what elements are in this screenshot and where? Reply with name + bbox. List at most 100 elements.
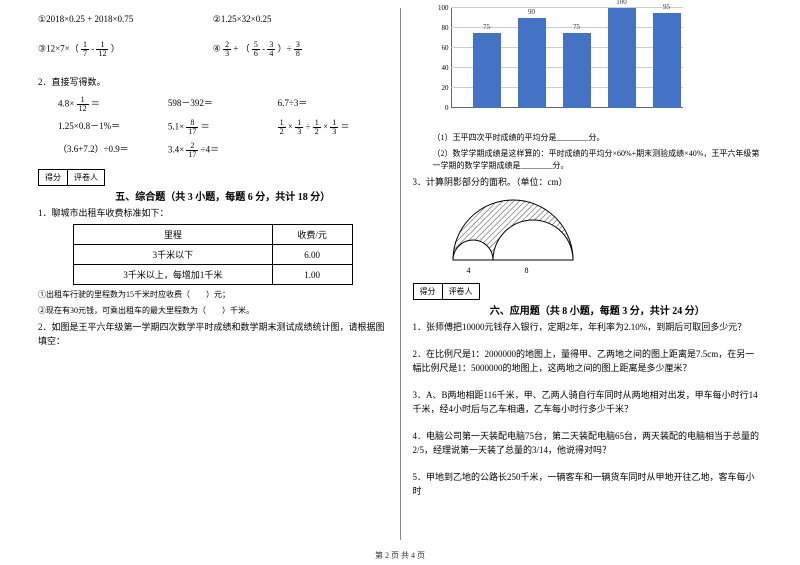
q1b: ②现在有30元钱，可乘出租车的最大里程数为（ ）千米。 <box>38 305 388 317</box>
den: 12 <box>96 50 108 58</box>
fraction: 13 <box>295 119 303 136</box>
arch-figure: 4 8 <box>443 198 583 273</box>
txt: ）÷ <box>278 44 292 54</box>
bar-label: 75 <box>563 23 591 31</box>
score-box: 得分 评卷人 <box>38 169 105 186</box>
arch-label-8: 8 <box>525 266 529 275</box>
a1: 1．张师傅把10000元钱存入银行，定期2年，年利率为2.10%，到期后可取回多… <box>413 321 763 335</box>
q2: 2．如图是王平六年级第一学期四次数学平时成绩和数学期末测试成绩统计图，请根据图填… <box>38 321 388 348</box>
m1b: 598－392＝ <box>168 96 278 113</box>
txt: ） <box>111 44 120 54</box>
mental-row-1: 4.8× 112 ＝ 598－392＝ 6.7÷3＝ <box>38 96 388 113</box>
den: 7 <box>81 50 89 58</box>
bar <box>518 18 546 108</box>
eq-2b: ④ 23 + （ 56 - 34 ）÷ 38 <box>213 41 388 58</box>
section-5-header: 得分 评卷人 <box>38 169 388 186</box>
fraction: 112 <box>96 41 108 58</box>
score-label: 得分 <box>39 170 68 185</box>
den: 17 <box>186 151 198 159</box>
fraction: 817 <box>186 119 198 136</box>
m1a: 4.8× 112 ＝ <box>58 96 168 113</box>
eq-1a: ①2018×0.25 + 2018×0.75 <box>38 14 213 25</box>
bar-label: 75 <box>473 23 501 31</box>
section-5-title: 五、综合题（共 3 小题，每题 6 分，共计 18 分） <box>58 188 388 203</box>
grader-label: 评卷人 <box>68 170 104 185</box>
txt: 3.4× <box>168 144 184 154</box>
th-distance: 里程 <box>73 225 272 245</box>
arch-svg <box>443 198 583 273</box>
page-footer: 第 2 页 共 4 页 <box>0 550 800 561</box>
right-column: 02040608010075907510095 （1）王平四次平时成绩的平均分是… <box>405 8 771 540</box>
m2b: 5.1× 817 ＝ <box>168 119 278 136</box>
th-fee: 收费/元 <box>272 225 352 245</box>
den: 4 <box>267 50 275 58</box>
fraction: 38 <box>294 41 302 58</box>
fraction: 12 <box>313 119 321 136</box>
cell: 3千米以下 <box>73 245 272 265</box>
txt: ④ <box>213 44 221 54</box>
score-label: 得分 <box>414 284 443 299</box>
q1: 1．聊城市出租车收费标准如下： <box>38 207 388 221</box>
a3: 3．A、B两地相距116千米，甲、乙两人骑自行车同时从两地相对出发，甲车每小时行… <box>413 389 763 416</box>
den: 3 <box>295 128 303 136</box>
column-divider <box>400 8 401 540</box>
txt: × <box>323 121 328 131</box>
fraction: 13 <box>330 119 338 136</box>
cell: 6.00 <box>272 245 352 265</box>
fraction: 12 <box>278 119 286 136</box>
bar-label: 90 <box>518 8 546 16</box>
q3: 3．计算阴影部分的面积。（单位：cm） <box>413 176 763 190</box>
fare-table: 里程收费/元 3千米以下6.00 3千米以上，每增加1千米1.00 <box>73 224 353 285</box>
y-axis <box>451 8 452 108</box>
section-6-title: 六、应用题（共 8 小题，每题 3 分，共计 24 分） <box>433 302 763 317</box>
m1c: 6.7÷3＝ <box>278 96 388 113</box>
den: 17 <box>186 128 198 136</box>
cell: 3千米以上，每增加1千米 <box>73 265 272 285</box>
txt: 5.1× <box>168 121 184 131</box>
equation-row-2: ③12×7×（ 17 - 112 ） ④ 23 + （ 56 - 34 ）÷ 3… <box>38 41 388 58</box>
cell: 1.00 <box>272 265 352 285</box>
equation-row-1: ①2018×0.25 + 2018×0.75 ②1.25×32×0.25 <box>38 14 388 25</box>
fraction: 34 <box>267 41 275 58</box>
grader-label: 评卷人 <box>443 284 479 299</box>
txt: 4.8× <box>58 98 74 108</box>
mental-math-title: 2．直接写得数。 <box>38 76 388 90</box>
den: 8 <box>294 50 302 58</box>
eq-2a: ③12×7×（ 17 - 112 ） <box>38 41 213 58</box>
den: 3 <box>330 128 338 136</box>
spacer <box>278 142 388 159</box>
den: 3 <box>223 50 231 58</box>
txt: ③12×7×（ <box>38 44 79 54</box>
den: 2 <box>313 128 321 136</box>
a2: 2．在比例尺是1：2000000的地图上，量得甲、乙两地之间的图上距离是7.5c… <box>413 348 763 375</box>
arch-label-4: 4 <box>467 266 471 275</box>
eq-1b: ②1.25×32×0.25 <box>213 14 388 25</box>
txt: + （ <box>233 44 249 54</box>
den: 12 <box>77 105 89 113</box>
txt: ＝ <box>341 121 350 131</box>
fraction: 56 <box>252 41 260 58</box>
bar <box>653 13 681 108</box>
fraction: 23 <box>223 41 231 58</box>
fraction: 217 <box>186 142 198 159</box>
q1a: ①出租车行驶的里程数为15千米时应收费（ ）元； <box>38 289 388 301</box>
m2c: 12 × 13 ÷ 12 × 13 ＝ <box>278 119 388 136</box>
m2a: 1.25×0.8－1%＝ <box>58 119 168 136</box>
txt: ＝ <box>201 121 210 131</box>
a5: 5．甲地到乙地的公路长250千米，一辆客车和一辆货车同时从甲地开往乙地，客车每小… <box>413 471 763 498</box>
den: 6 <box>252 50 260 58</box>
txt: × <box>288 121 293 131</box>
fraction: 17 <box>81 41 89 58</box>
q2-2: （2）数学学期成绩是这样算的：平时成绩的平均分×60%+期末测验成绩×40%，王… <box>413 148 763 172</box>
m3b: 3.4× 217 ÷4＝ <box>168 142 278 159</box>
left-column: ①2018×0.25 + 2018×0.75 ②1.25×32×0.25 ③12… <box>30 8 396 540</box>
den: 2 <box>278 128 286 136</box>
m3a: （3.6+7.2）÷0.9＝ <box>58 142 168 159</box>
mental-row-3: （3.6+7.2）÷0.9＝ 3.4× 217 ÷4＝ <box>38 142 388 159</box>
fraction: 112 <box>77 96 89 113</box>
bar-label: 100 <box>608 0 636 6</box>
txt: ÷4＝ <box>201 144 219 154</box>
mental-row-2: 1.25×0.8－1%＝ 5.1× 817 ＝ 12 × 13 ÷ 12 × 1… <box>38 119 388 136</box>
bar-chart: 02040608010075907510095 <box>433 8 693 128</box>
bar <box>473 33 501 108</box>
